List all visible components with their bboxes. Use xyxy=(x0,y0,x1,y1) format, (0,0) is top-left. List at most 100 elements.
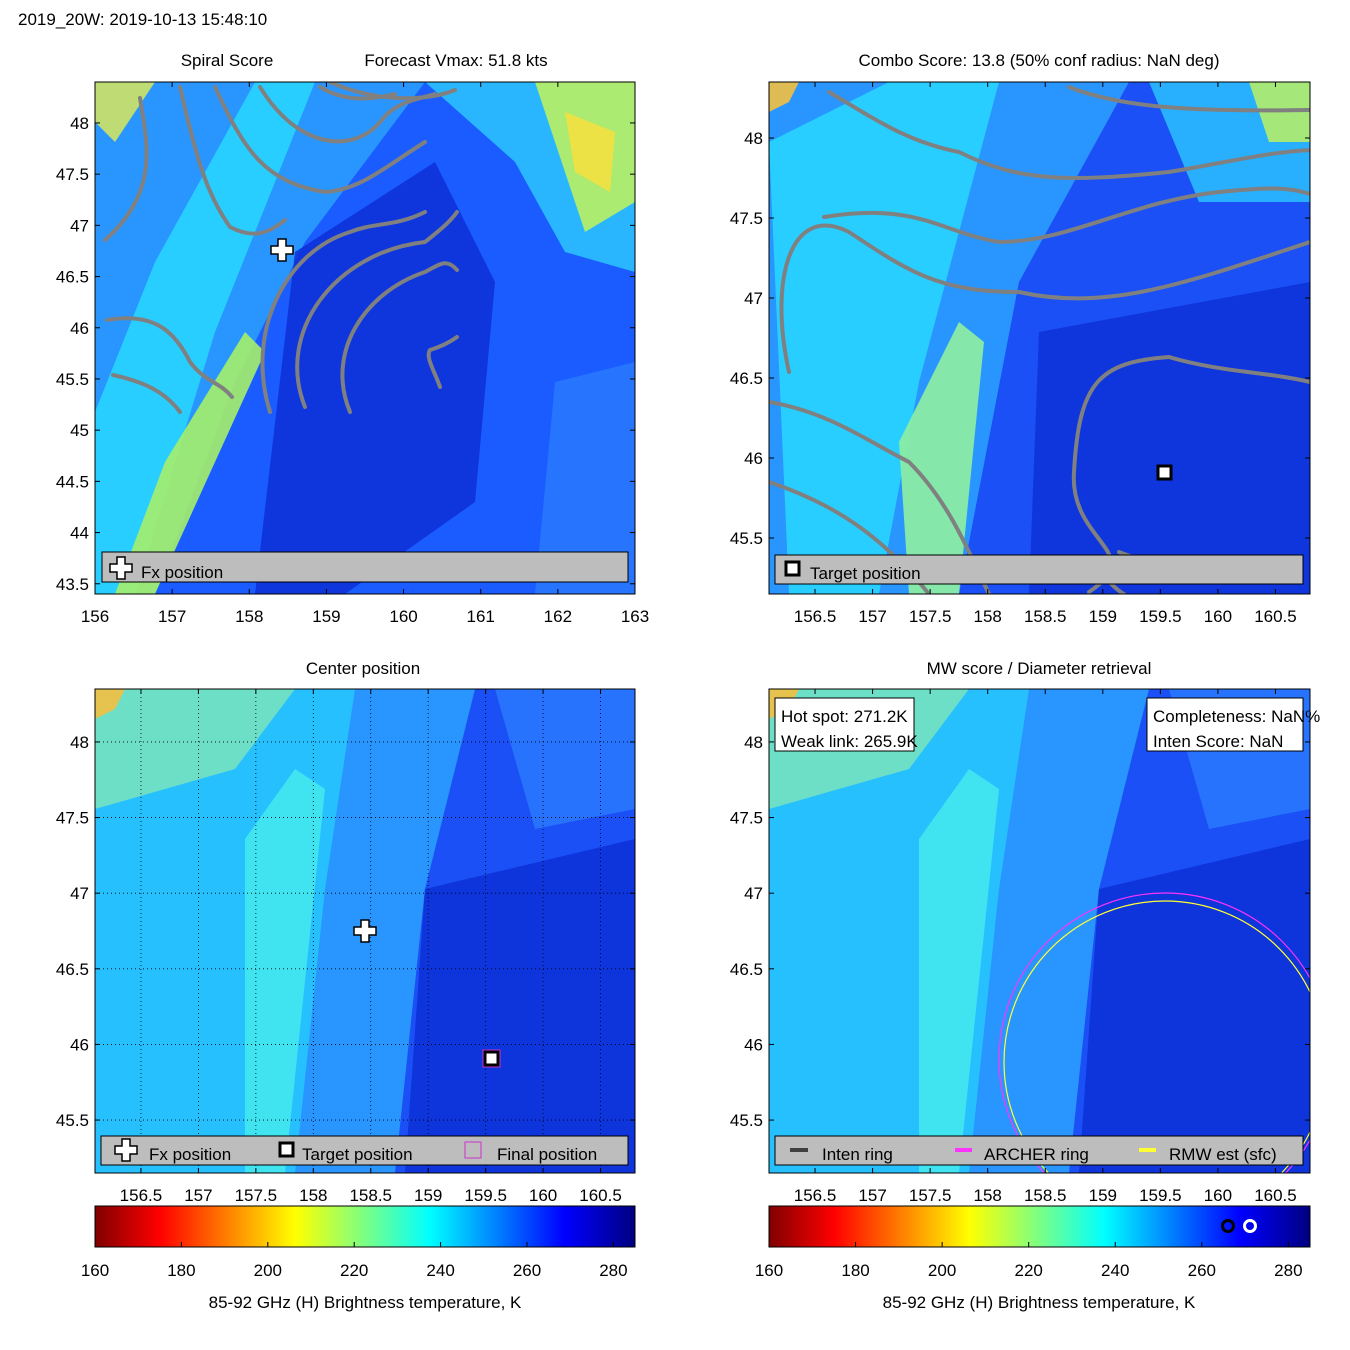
axes-frame xyxy=(768,81,1311,595)
x-tick-label: 160 xyxy=(1204,1186,1232,1205)
center-y-axis: 45.5 46 46.5 47 47.5 48 xyxy=(56,733,635,1130)
x-tick-label: 160.5 xyxy=(1254,1186,1297,1205)
x-tick-label: 157 xyxy=(184,1186,212,1205)
y-tick-label: 48 xyxy=(70,114,89,133)
fx-position-marker xyxy=(353,919,377,943)
target-position-square-icon xyxy=(784,560,801,577)
heatmap-region xyxy=(95,689,295,809)
colorbar-gradient xyxy=(94,1205,636,1248)
axes-frame xyxy=(94,688,636,1174)
x-tick-label: 159 xyxy=(312,607,340,626)
x-tick-label: 159 xyxy=(1089,607,1117,626)
fx-position-marker xyxy=(270,238,294,262)
axes-frame xyxy=(768,688,1311,1174)
heatmap-region xyxy=(495,689,635,829)
colorbar-gradient xyxy=(768,1205,1311,1248)
heatmap-region xyxy=(769,82,799,112)
mw-y-axis: 45.5 46 46.5 47 47.5 48 xyxy=(730,733,1310,1130)
heatmap-region xyxy=(1029,282,1310,594)
axes-frame xyxy=(94,81,636,595)
contour-line xyxy=(260,210,427,414)
contour-line xyxy=(1067,85,1310,113)
fx-position-cross-icon xyxy=(353,919,377,943)
x-tick-label: 158.5 xyxy=(349,1186,392,1205)
y-tick-label: 47 xyxy=(744,289,763,308)
x-tick-label: 162 xyxy=(544,607,572,626)
archer-ring xyxy=(998,892,1310,1173)
combo-y-axis: 45.5 46 46.5 47 47.5 48 xyxy=(730,129,1310,548)
mw-score-panel: MW score / Diameter retrieval Hot spot: … xyxy=(730,659,1320,1205)
x-tick-label: 161 xyxy=(467,607,495,626)
contour-line xyxy=(779,223,1310,374)
y-tick-label: 46.5 xyxy=(730,369,763,388)
colorbar-ticks: 160 180 200 220 240 260 280 xyxy=(81,1242,628,1280)
combo-legend: Target position xyxy=(774,554,1304,585)
spiral-y-axis: 43.5 44 44.5 45 45.5 46 46.5 47 47.5 48 xyxy=(56,114,635,594)
mw-panel-title: MW score / Diameter retrieval xyxy=(927,659,1152,678)
heatmap-region xyxy=(919,769,999,1173)
combo-contours xyxy=(769,85,1310,594)
y-tick-label: 46 xyxy=(70,319,89,338)
x-tick-label: 158.5 xyxy=(1024,1186,1067,1205)
fx-position-cross-icon xyxy=(270,238,294,262)
spiral-score-panel: Spiral Score Forecast Vmax: 51.8 kts xyxy=(56,51,649,626)
mw-heatmap xyxy=(769,689,1310,1173)
colorbar-label: 85-92 GHz (H) Brightness temperature, K xyxy=(883,1293,1196,1312)
y-tick-label: 47.5 xyxy=(56,165,89,184)
score-box: Completeness: NaN% Inten Score: NaN xyxy=(1146,697,1320,752)
x-tick-label: 160 xyxy=(529,1186,557,1205)
inten-score-text: Inten Score: NaN xyxy=(1153,732,1283,751)
info-box xyxy=(774,697,915,752)
legend-label: Final position xyxy=(497,1145,597,1164)
x-tick-label: 159 xyxy=(1089,1186,1117,1205)
contour-line xyxy=(295,210,459,409)
y-tick-label: 46.5 xyxy=(730,960,763,979)
legend-label: RMW est (sfc) xyxy=(1169,1145,1277,1164)
x-tick-label: 157.5 xyxy=(235,1186,278,1205)
x-tick-label: 157.5 xyxy=(909,607,952,626)
y-tick-label: 46.5 xyxy=(56,268,89,287)
center-panel-title: Center position xyxy=(306,659,420,678)
target-position-marker xyxy=(1156,464,1173,481)
y-tick-label: 45.5 xyxy=(56,1111,89,1130)
center-heatmap xyxy=(95,689,635,1173)
center-position-panel: Center position Fx position Target posit… xyxy=(56,659,636,1205)
heatmap-region xyxy=(565,112,615,192)
x-tick-label: 163 xyxy=(621,607,649,626)
mw-legend: Inten ring ARCHER ring RMW est (sfc) xyxy=(774,1135,1304,1166)
spiral-panel-title: Spiral Score xyxy=(181,51,274,70)
center-legend: Fx position Target position Final positi… xyxy=(100,1135,629,1166)
colorbar-tick-label: 200 xyxy=(928,1261,956,1280)
y-tick-label: 45.5 xyxy=(730,1111,763,1130)
y-tick-label: 48 xyxy=(744,129,763,148)
figure-title: 2019_20W: 2019-10-13 15:48:10 xyxy=(18,10,268,29)
colorbar-tick-label: 180 xyxy=(841,1261,869,1280)
spiral-panel-subtitle: Forecast Vmax: 51.8 kts xyxy=(364,51,547,70)
center-x-axis: 156.5 157 157.5 158 158.5 159 159.5 160 160.5 xyxy=(120,689,622,1205)
y-tick-label: 48 xyxy=(70,733,89,752)
heatmap-region xyxy=(1079,839,1310,1173)
colorbar-tick-label: 240 xyxy=(1101,1261,1129,1280)
x-tick-label: 160 xyxy=(389,607,417,626)
legend-box xyxy=(774,1135,1304,1166)
colorbar-tick-label: 260 xyxy=(513,1261,541,1280)
final-position-square-icon xyxy=(464,1141,482,1159)
colorbar-tick-label: 280 xyxy=(1274,1261,1302,1280)
x-tick-label: 156.5 xyxy=(794,1186,837,1205)
x-tick-label: 156.5 xyxy=(794,607,837,626)
x-tick-label: 156.5 xyxy=(120,1186,163,1205)
target-position-square-icon xyxy=(278,1141,295,1158)
heatmap-region xyxy=(115,332,265,594)
fx-position-cross-icon xyxy=(114,1138,138,1162)
y-tick-label: 44.5 xyxy=(56,472,89,491)
y-tick-label: 46 xyxy=(744,449,763,468)
y-tick-label: 47 xyxy=(70,216,89,235)
hotspot-colorbar-marker xyxy=(1221,1219,1235,1233)
y-tick-label: 46 xyxy=(70,1035,89,1054)
colorbar-tick-label: 240 xyxy=(426,1261,454,1280)
contour-line xyxy=(340,261,459,414)
contour-line xyxy=(105,316,234,399)
spiral-heatmap xyxy=(95,82,635,594)
y-tick-label: 45.5 xyxy=(730,529,763,548)
colorbar-left: 160 180 200 220 240 260 280 85-92 GHz (H) Brig… xyxy=(81,1205,636,1312)
